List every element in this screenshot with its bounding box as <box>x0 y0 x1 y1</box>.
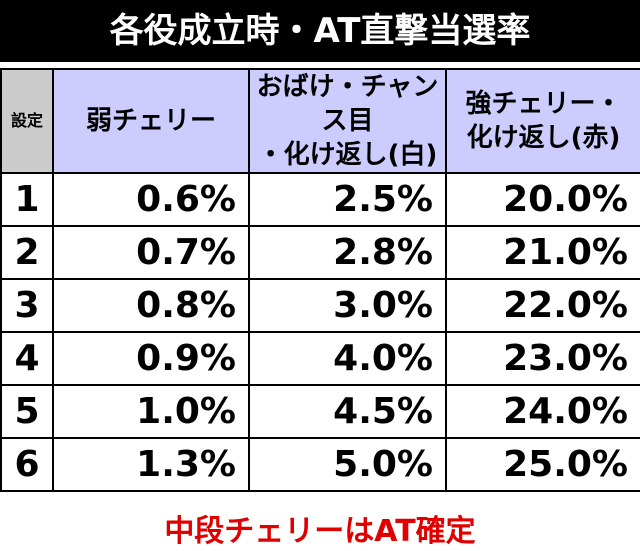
setting-cell: 5 <box>0 384 54 439</box>
title: 各役成立時・AT直撃当選率 <box>0 0 640 62</box>
rate-cell: 21.0% <box>445 225 640 280</box>
rate-cell: 0.9% <box>52 331 250 386</box>
rate-cell: 2.8% <box>248 225 447 280</box>
setting-cell: 6 <box>0 437 54 492</box>
header-cell: 強チェリー・ 化け返し(赤) <box>445 68 640 174</box>
rate-cell: 2.5% <box>248 172 447 227</box>
table-row: 1 0.6% 2.5% 20.0% <box>0 172 640 227</box>
table-row: 2 0.7% 2.8% 21.0% <box>0 225 640 280</box>
table-body: 1 0.6% 2.5% 20.0% 2 0.7% 2.8% 21.0% 3 0.8% 3.0% 22.… <box>0 172 640 492</box>
header-cell: 設定 <box>0 68 54 174</box>
rate-cell: 22.0% <box>445 278 640 333</box>
rate-cell: 3.0% <box>248 278 447 333</box>
header-cell: 弱チェリー <box>52 68 250 174</box>
rate-cell: 20.0% <box>445 172 640 227</box>
header-line: 強チェリー・ <box>465 89 622 119</box>
header-line: 化け返し(赤) <box>466 123 621 153</box>
table-row: 3 0.8% 3.0% 22.0% <box>0 278 640 333</box>
rate-cell: 1.3% <box>52 437 250 492</box>
rate-cell: 23.0% <box>445 331 640 386</box>
rate-cell: 0.7% <box>52 225 250 280</box>
header-line: ・化け返し(白) <box>257 140 438 170</box>
header-row: 設定 弱チェリー おばけ・チャンス目 ・化け返し(白) 強チェリー・ 化け返し(赤) <box>0 68 640 174</box>
header-line: おばけ・チャンス目 <box>256 72 439 136</box>
header-cell: おばけ・チャンス目・化け返し(白) <box>248 68 447 174</box>
rate-cell: 25.0% <box>445 437 640 492</box>
setting-cell: 1 <box>0 172 54 227</box>
setting-cell: 3 <box>0 278 54 333</box>
rate-cell: 0.6% <box>52 172 250 227</box>
rate-cell: 4.0% <box>248 331 447 386</box>
table-row: 6 1.3% 5.0% 25.0% <box>0 437 640 492</box>
rate-cell: 4.5% <box>248 384 447 439</box>
rate-cell: 24.0% <box>445 384 640 439</box>
rate-cell: 5.0% <box>248 437 447 492</box>
table-row: 4 0.9% 4.0% 23.0% <box>0 331 640 386</box>
setting-cell: 4 <box>0 331 54 386</box>
setting-cell: 2 <box>0 225 54 280</box>
rate-cell: 1.0% <box>52 384 250 439</box>
header-line: 弱チェリー <box>85 106 216 136</box>
header-line: 設定 <box>10 111 43 130</box>
rate-cell: 0.8% <box>52 278 250 333</box>
table-row: 5 1.0% 4.5% 24.0% <box>0 384 640 439</box>
note: 中段チェリーはAT確定 <box>164 514 476 549</box>
